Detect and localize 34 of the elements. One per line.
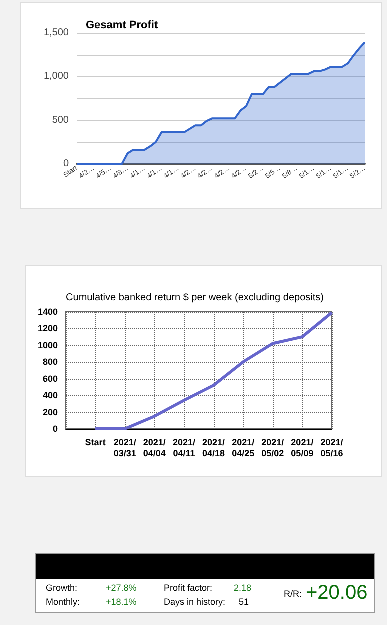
x-tick-label: 2021/ 05/02 (262, 438, 285, 458)
text: +27.8% (106, 583, 137, 593)
line-series (94, 311, 334, 430)
x-tick-label: 2021/ 05/16 (320, 438, 344, 458)
text: 2.18 (234, 583, 252, 593)
x-tick-label: 2021/ 05/09 (291, 438, 314, 458)
chart-title: Gesamt Profit (86, 20, 158, 32)
text: +18.1% (106, 597, 137, 607)
x-tick-label: 2021/ 03/31 (114, 438, 137, 458)
y-tick-label: 1,000 (44, 71, 70, 82)
y-tick-label: 500 (52, 114, 70, 126)
y-tick-label: 1,500 (44, 28, 70, 38)
text: R/R: (284, 589, 302, 599)
y-tick-label: 800 (42, 357, 58, 368)
y-tick-label: 0 (63, 158, 70, 170)
y-tick-label: 400 (42, 390, 58, 401)
chart-title: Cumulative banked return $ per week (excluding deposits) (66, 292, 324, 304)
x-tick-label: 2021/ 04/11 (172, 438, 196, 458)
y-tick-label: 200 (42, 407, 58, 418)
y-tick-label: 1200 (38, 324, 58, 334)
y-tick-label: 1000 (38, 340, 58, 350)
x-tick-label: 2021/ 04/25 (232, 438, 256, 458)
text: Profit factor: (164, 583, 213, 593)
y-tick-label: 1400 (38, 307, 58, 317)
y-tick-label: 0 (52, 424, 58, 434)
text: 51 (239, 597, 250, 607)
text: +20.06 (306, 582, 368, 604)
x-tick-label: 2021/ 04/18 (202, 438, 226, 458)
text: Monthly: (46, 597, 80, 607)
text: Growth: (46, 583, 78, 593)
text: Days in history: (164, 597, 226, 607)
x-tick-label: 2021/ 04/04 (143, 438, 166, 458)
y-tick-label: 600 (42, 374, 58, 384)
x-tick-label: Start (85, 438, 106, 448)
